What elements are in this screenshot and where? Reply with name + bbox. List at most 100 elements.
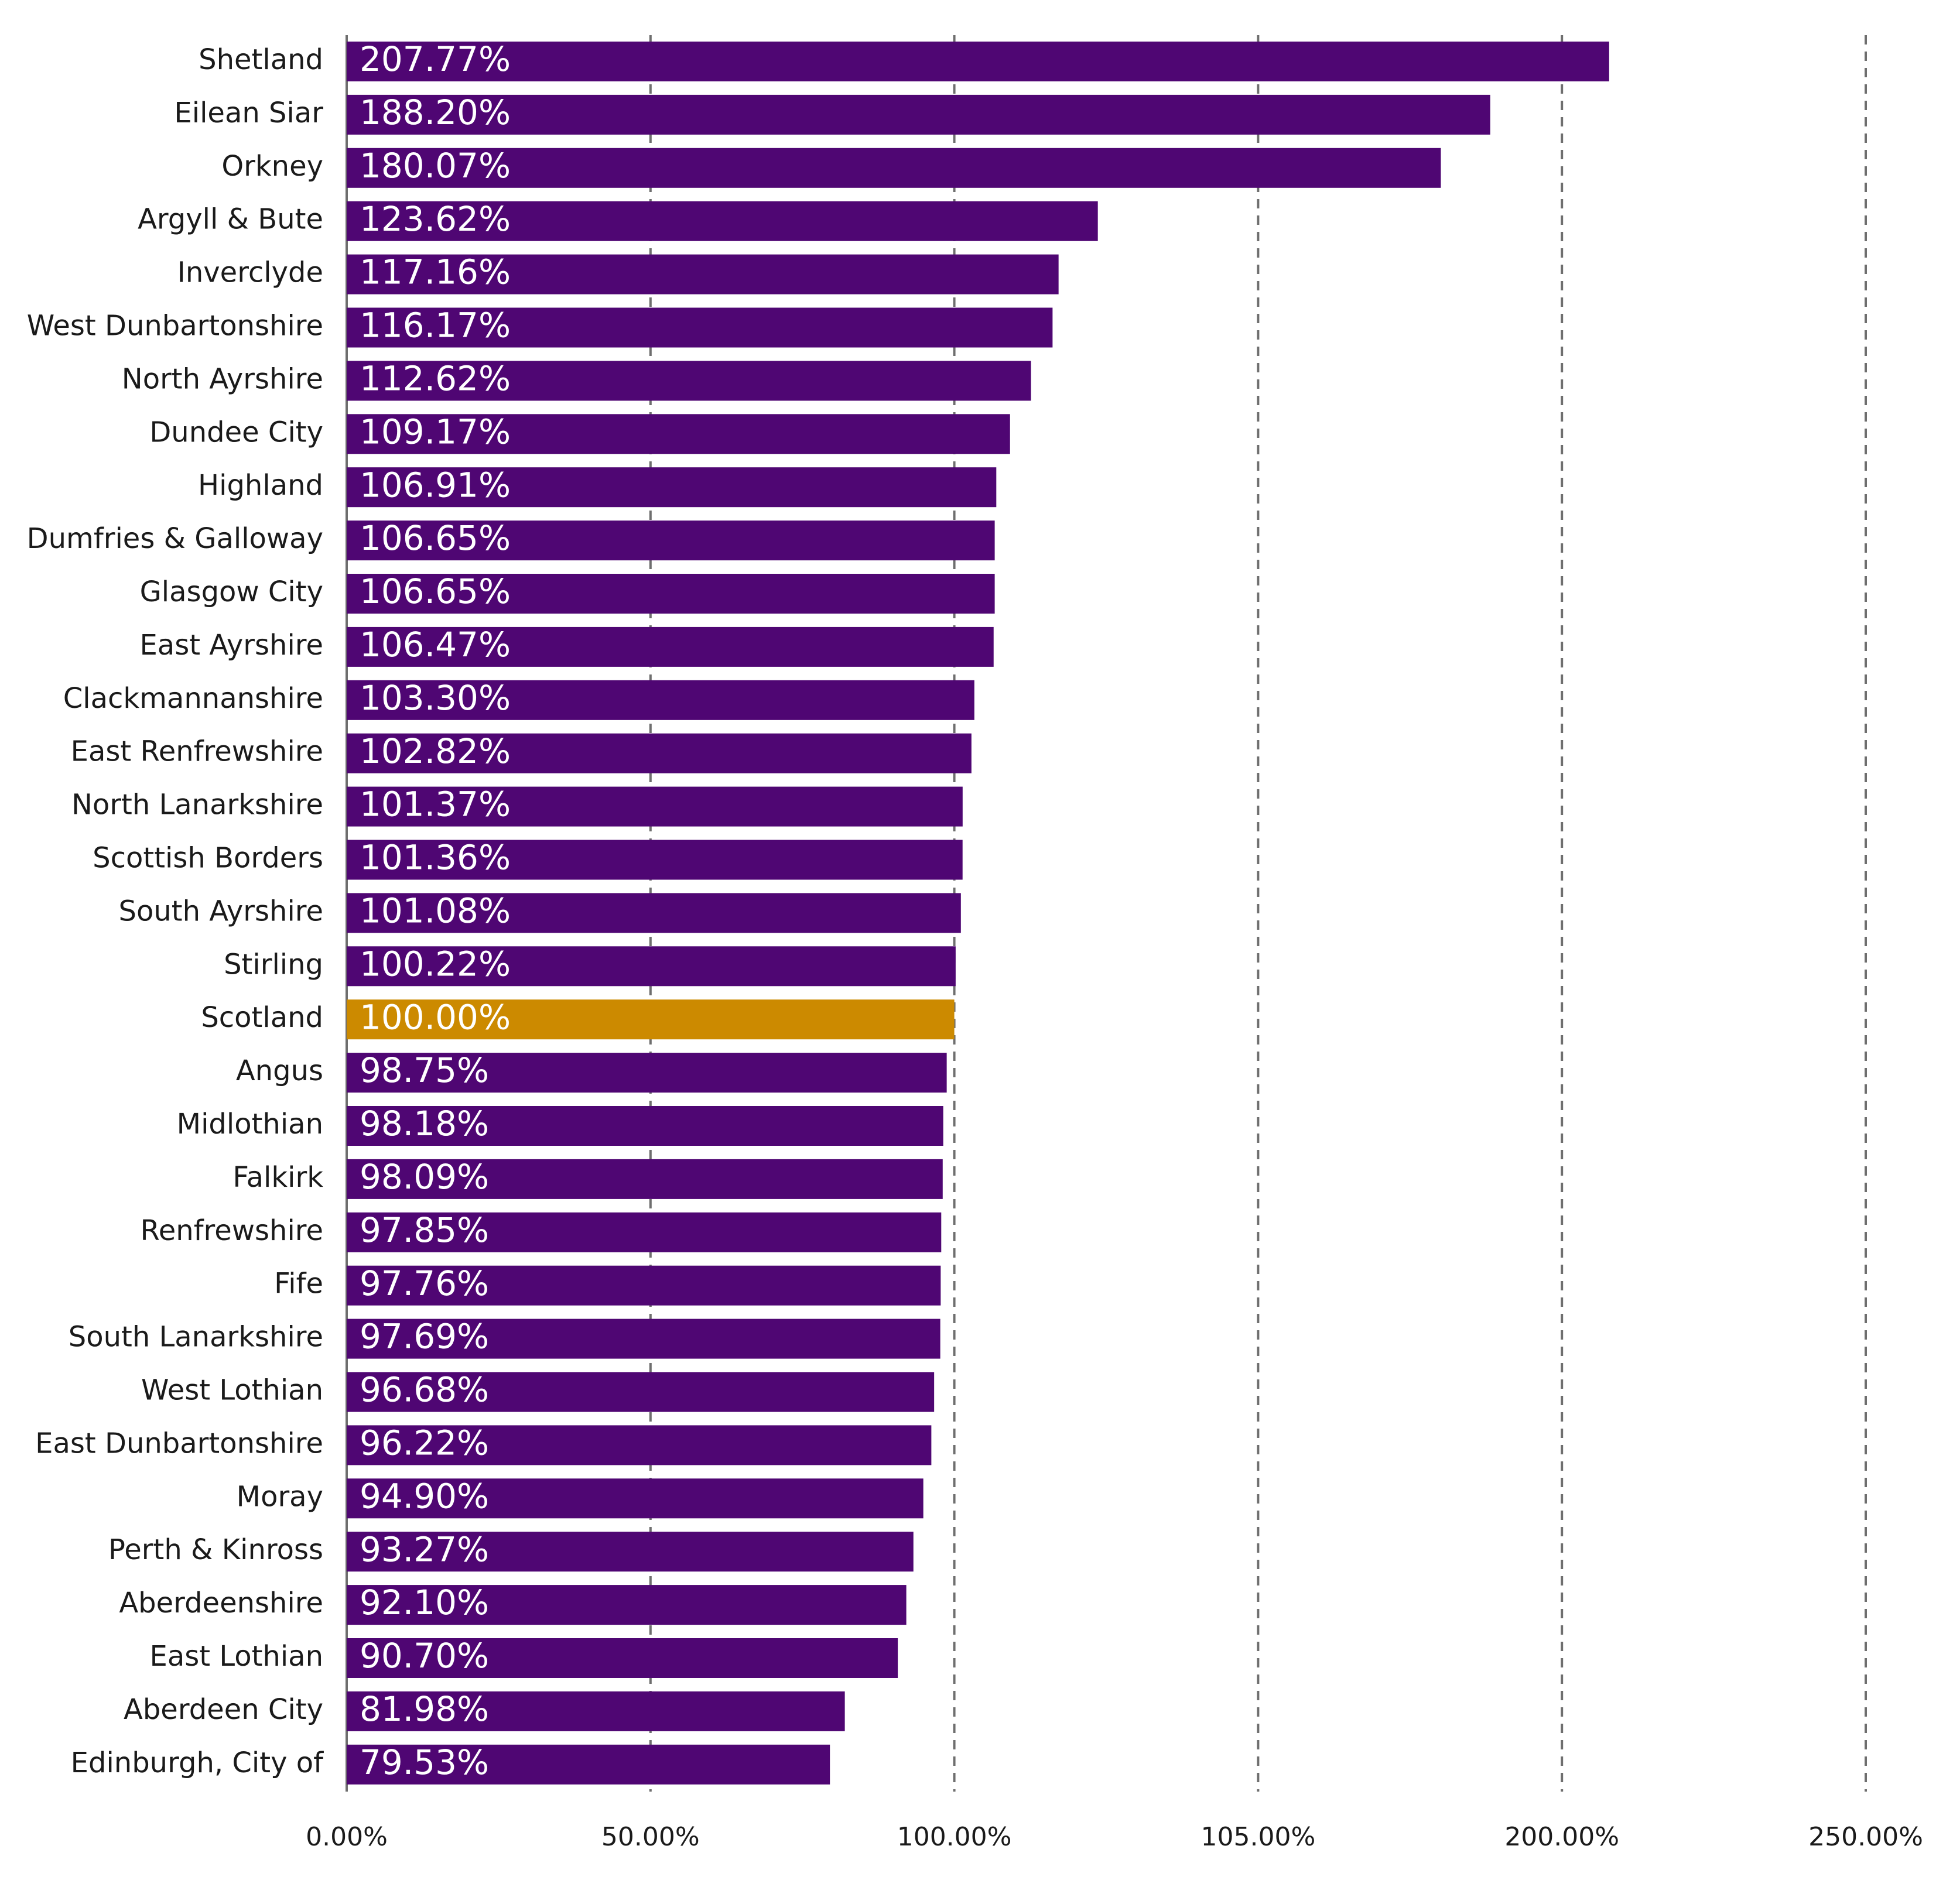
category-label: East Ayrshire <box>139 629 323 662</box>
category-label: East Lothian <box>149 1640 323 1673</box>
category-label: Perth & Kinross <box>108 1533 323 1566</box>
category-label: Dumfries & Galloway <box>27 522 323 555</box>
bar <box>347 414 1010 454</box>
x-tick-label: 50.00% <box>601 1822 700 1852</box>
category-label: South Ayrshire <box>119 895 323 927</box>
bar <box>347 574 995 614</box>
value-label: 103.30% <box>360 678 511 718</box>
value-label: 97.69% <box>360 1317 489 1357</box>
value-label: 106.65% <box>360 518 511 558</box>
value-label: 98.75% <box>360 1050 489 1090</box>
value-label: 123.62% <box>360 199 511 239</box>
bar <box>347 1638 898 1678</box>
value-label: 101.36% <box>360 838 511 878</box>
x-tick-label: 100.00% <box>897 1822 1012 1852</box>
category-label: Fife <box>274 1268 323 1300</box>
value-label: 117.16% <box>360 252 511 292</box>
bar <box>347 1319 940 1359</box>
category-label: South Lanarkshire <box>69 1321 323 1354</box>
value-label: 90.70% <box>360 1636 489 1676</box>
category-label: Dundee City <box>149 416 323 448</box>
bar <box>347 1532 914 1572</box>
category-label: Midlothian <box>177 1108 323 1141</box>
bar <box>347 946 956 987</box>
x-tick-label: 200.00% <box>1504 1822 1619 1852</box>
x-tick-label: 0.00% <box>306 1822 388 1852</box>
value-label: 92.10% <box>360 1583 489 1622</box>
category-label: North Lanarkshire <box>71 789 323 821</box>
category-label: Aberdeen City <box>124 1693 323 1726</box>
value-label: 97.85% <box>360 1210 489 1250</box>
category-label: Shetland <box>199 43 323 76</box>
category-label: Glasgow City <box>140 576 323 608</box>
category-label: Eilean Siar <box>174 97 323 129</box>
bar <box>347 307 1053 348</box>
value-label: 100.22% <box>360 944 511 984</box>
bar <box>347 1053 947 1093</box>
category-label: East Renfrewshire <box>71 735 323 768</box>
bar <box>347 1106 943 1146</box>
category-label: West Lothian <box>141 1374 323 1407</box>
bar <box>347 148 1441 188</box>
bar <box>347 94 1490 135</box>
value-label: 101.08% <box>360 891 511 931</box>
bar <box>347 1425 932 1465</box>
category-label: Moray <box>237 1480 323 1513</box>
bar <box>347 254 1059 294</box>
value-label: 180.07% <box>360 146 511 186</box>
value-label: 96.68% <box>360 1370 489 1410</box>
bar <box>347 42 1609 81</box>
value-label: 106.65% <box>360 571 511 611</box>
bar <box>347 467 997 508</box>
category-label: Scottish Borders <box>93 842 323 875</box>
value-label: 106.47% <box>360 625 511 665</box>
bar <box>347 786 963 827</box>
bar <box>347 626 994 667</box>
value-label: 98.09% <box>360 1157 489 1197</box>
bar <box>347 893 961 933</box>
value-label: 96.22% <box>360 1423 489 1463</box>
x-tick-label: 105.00% <box>1201 1822 1316 1852</box>
bar <box>347 999 955 1040</box>
value-label: 98.18% <box>360 1104 489 1143</box>
bar <box>347 1212 942 1252</box>
value-label: 109.17% <box>360 412 511 451</box>
bar <box>347 680 974 720</box>
bar <box>347 840 963 880</box>
category-label: Edinburgh, City of <box>71 1747 324 1779</box>
bar <box>347 1159 943 1199</box>
category-label: North Ayrshire <box>122 362 323 395</box>
x-tick-label: 250.00% <box>1808 1822 1923 1852</box>
category-label: Renfrewshire <box>141 1214 324 1247</box>
value-label: 106.91% <box>360 465 511 505</box>
category-label: East Dunbartonshire <box>35 1427 323 1460</box>
category-label: Argyll & Bute <box>138 203 323 236</box>
category-label: Highland <box>198 469 323 502</box>
value-label: 116.17% <box>360 306 511 345</box>
value-label: 102.82% <box>360 731 511 771</box>
category-label: Scotland <box>201 1001 323 1034</box>
value-label: 79.53% <box>360 1742 489 1782</box>
bar <box>347 1478 924 1519</box>
category-label: Falkirk <box>232 1161 323 1194</box>
value-label: 94.90% <box>360 1476 489 1516</box>
category-label: Stirling <box>224 948 323 981</box>
bar <box>347 1585 907 1625</box>
bar <box>347 520 995 561</box>
bar <box>347 733 972 773</box>
category-label: West Dunbartonshire <box>27 310 323 343</box>
bar <box>347 1744 830 1785</box>
category-label: Orkney <box>221 150 323 183</box>
category-label: Aberdeenshire <box>119 1587 323 1619</box>
bar <box>347 1265 941 1306</box>
value-label: 207.77% <box>360 39 511 79</box>
category-label: Inverclyde <box>177 256 323 289</box>
bar <box>347 1691 845 1731</box>
value-label: 93.27% <box>360 1529 489 1569</box>
value-label: 100.00% <box>360 997 511 1037</box>
bar <box>347 361 1031 401</box>
value-label: 97.76% <box>360 1263 489 1303</box>
bar <box>347 1372 935 1412</box>
value-label: 101.37% <box>360 785 511 824</box>
